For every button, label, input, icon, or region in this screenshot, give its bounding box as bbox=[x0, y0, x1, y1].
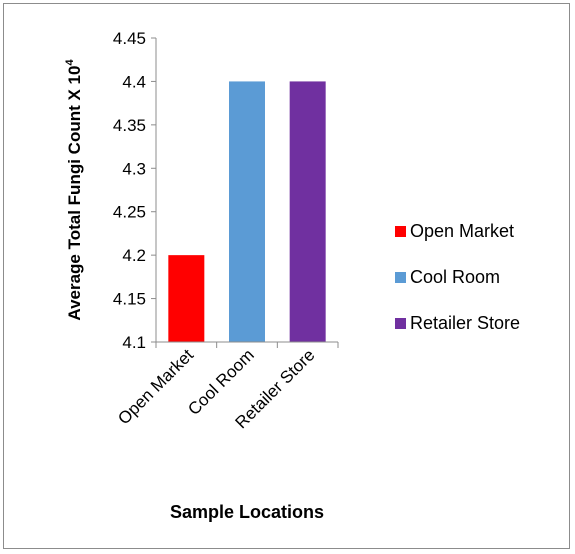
y-axis-ticks: 4.1 4.15 4.2 4.25 4.3 4.35 4.4 4.45 bbox=[113, 29, 156, 352]
x-tick-label: Open Market bbox=[114, 345, 197, 428]
legend-label: Retailer Store bbox=[410, 313, 520, 333]
legend-label: Cool Room bbox=[410, 267, 500, 287]
y-axis-title-text: Average Total Fungi Count X 10 bbox=[65, 66, 84, 321]
bar bbox=[289, 81, 326, 342]
legend-label: Open Market bbox=[410, 221, 514, 241]
legend-swatch bbox=[395, 318, 406, 329]
legend-swatch bbox=[395, 272, 406, 283]
chart-frame: 4.1 4.15 4.2 4.25 4.3 4.35 4.4 4.45 Open Market… bbox=[3, 3, 570, 549]
bar bbox=[168, 255, 205, 342]
y-tick-label: 4.1 bbox=[122, 333, 146, 352]
bar-chart: 4.1 4.15 4.2 4.25 4.3 4.35 4.4 4.45 Open Market… bbox=[64, 29, 520, 522]
y-tick-label: 4.25 bbox=[113, 203, 146, 222]
y-tick-label: 4.2 bbox=[122, 246, 146, 265]
legend: Open Market Cool Room Retailer Store bbox=[395, 221, 520, 333]
y-tick-label: 4.35 bbox=[113, 116, 146, 135]
y-axis-title: Average Total Fungi Count X 104 bbox=[64, 59, 84, 321]
bar bbox=[229, 81, 265, 342]
x-axis-title: Sample Locations bbox=[170, 502, 324, 522]
y-tick-label: 4.3 bbox=[122, 159, 146, 178]
legend-swatch bbox=[395, 226, 406, 237]
y-tick-label: 4.4 bbox=[122, 72, 146, 91]
y-tick-label: 4.45 bbox=[113, 29, 146, 48]
bars bbox=[168, 81, 326, 342]
x-axis-ticks bbox=[155, 342, 339, 348]
y-tick-label: 4.15 bbox=[113, 290, 146, 309]
y-axis-title-superscript: 4 bbox=[64, 59, 76, 66]
